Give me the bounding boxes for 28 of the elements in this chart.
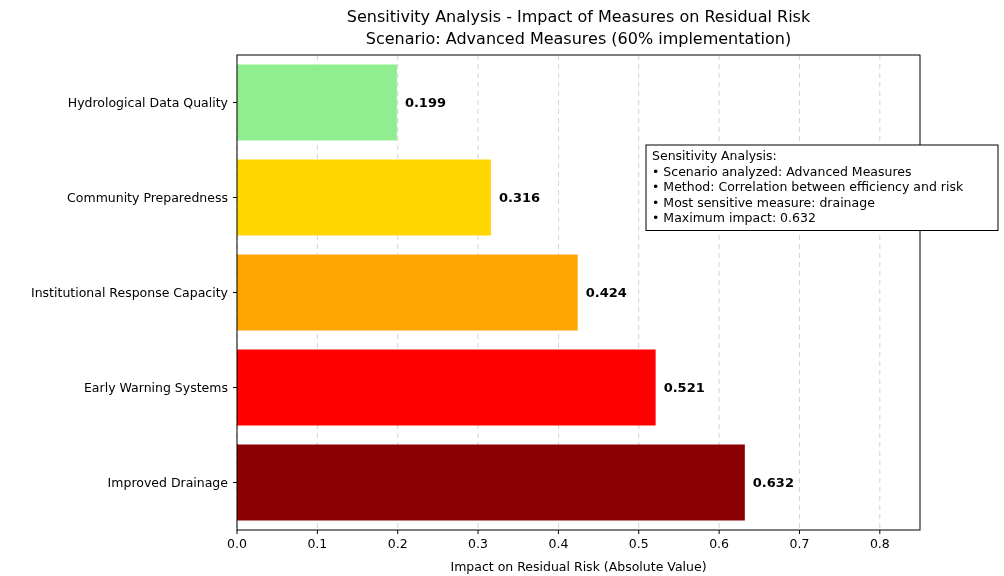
x-axis-title: Impact on Residual Risk (Absolute Value) [450,559,707,574]
y-tick-label: Early Warning Systems [83,379,228,395]
annotation: Sensitivity Analysis: • Scenario analyzed: Advanced Measures • Method: Correlation between efficiency and risk • Most sensitive measure: drainage • Maximum impact: 0.632 [652,148,964,225]
data-label: 0.424 [585,285,627,301]
bar [237,159,491,236]
data-label: 0.632 [752,475,794,491]
x-tick-label: 0.4 [548,536,569,551]
bar [237,444,745,521]
x-tick-label: 0.6 [709,536,730,551]
data-label: 0.316 [498,190,541,206]
data-label: 0.199 [404,95,447,111]
bar [237,254,578,331]
x-tick-label: 0.2 [387,536,408,551]
x-tick-label: 0.0 [227,536,247,551]
chart-title: Sensitivity Analysis - Impact of Measures on Residual Risk [346,7,811,26]
x-tick-label: 0.1 [307,536,328,551]
y-tick-label: Improved Drainage [107,474,229,490]
x-tick-label: 0.3 [468,536,488,551]
y-tick-label: Institutional Response Capacity [30,284,229,300]
x-tick-label: 0.7 [789,536,810,551]
data-label: 0.521 [663,380,705,396]
y-tick-label: Community Preparedness [67,189,228,205]
bar [237,349,656,426]
chart-subtitle: Scenario: Advanced Measures (60% implementation) [365,29,792,48]
x-tick-label: 0.8 [869,536,890,551]
y-tick-label: Hydrological Data Quality [67,94,229,110]
bar [237,64,397,141]
x-tick-label: 0.5 [628,536,649,551]
